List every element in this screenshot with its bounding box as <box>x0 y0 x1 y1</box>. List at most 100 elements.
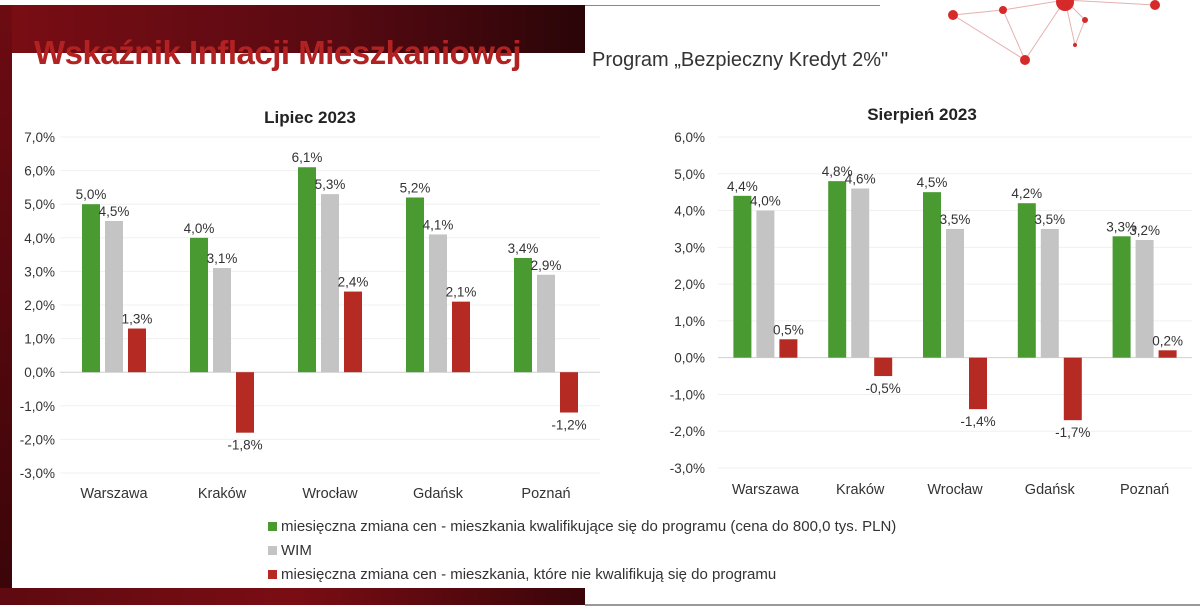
y-tick-label: 2,0% <box>24 298 55 313</box>
bar-qualifying <box>514 257 532 373</box>
data-label: 4,2% <box>1011 186 1042 201</box>
legend-item-qualifying: miesięczna zmiana cen - mieszkania kwali… <box>268 514 896 538</box>
bar-non-qualifying <box>969 357 987 410</box>
chart-title: Lipiec 2023 <box>264 108 356 127</box>
bar-non-qualifying <box>1063 357 1082 421</box>
data-label: -1,2% <box>551 418 586 433</box>
bar-qualifying <box>923 192 941 358</box>
data-label: 4,4% <box>727 179 758 194</box>
data-label: 5,3% <box>315 177 346 192</box>
bar-wim <box>1040 228 1059 358</box>
frame-left-band <box>0 5 12 605</box>
legend-label: miesięczna zmiana cen - mieszkania, któr… <box>281 565 777 583</box>
data-label: 4,5% <box>99 204 130 219</box>
data-label: 2,4% <box>338 275 369 290</box>
data-label: 4,5% <box>917 175 948 190</box>
y-tick-label: 0,0% <box>24 365 55 380</box>
data-label: 0,2% <box>1152 333 1183 348</box>
legend-item-non-qualifying: miesięczna zmiana cen - mieszkania, któr… <box>268 562 896 586</box>
bar-wim <box>851 188 870 358</box>
divider <box>585 5 880 6</box>
x-tick-label: Wrocław <box>927 482 983 498</box>
y-tick-label: 5,0% <box>24 197 55 212</box>
y-tick-label: -1,0% <box>20 399 55 414</box>
y-tick-label: 4,0% <box>24 231 55 246</box>
bar-non-qualifying <box>452 301 470 373</box>
data-label: 3,3% <box>1106 219 1137 234</box>
y-tick-label: 4,0% <box>674 204 705 219</box>
data-label: 4,0% <box>184 221 215 236</box>
bar-qualifying <box>828 181 847 358</box>
y-tick-label: -2,0% <box>670 424 705 439</box>
y-tick-label: 0,0% <box>674 351 705 366</box>
data-label: 4,8% <box>822 164 853 179</box>
y-tick-label: 7,0% <box>24 130 55 145</box>
bar-qualifying <box>190 237 208 373</box>
data-label: 4,1% <box>423 217 454 232</box>
network-decoration-icon <box>948 0 1160 65</box>
y-tick-label: 6,0% <box>674 130 705 145</box>
data-label: 3,2% <box>1129 223 1160 238</box>
bar-qualifying <box>298 167 316 373</box>
data-label: 2,1% <box>446 285 477 300</box>
bar-non-qualifying <box>128 328 146 373</box>
legend: miesięczna zmiana cen - mieszkania kwali… <box>268 514 896 586</box>
data-label: 1,3% <box>122 312 153 327</box>
bar-non-qualifying <box>560 372 578 413</box>
data-label: 3,4% <box>508 241 539 256</box>
page-title: Wskaźnik Inflacji Mieszkaniowej <box>34 34 522 71</box>
y-tick-label: -3,0% <box>20 466 55 481</box>
bar-non-qualifying <box>779 339 798 358</box>
chart-title: Sierpień 2023 <box>867 105 977 124</box>
x-tick-label: Kraków <box>836 482 885 498</box>
data-label: 3,5% <box>940 212 971 227</box>
data-label: -1,7% <box>1055 425 1090 440</box>
y-tick-label: 2,0% <box>674 277 705 292</box>
bar-wim <box>213 268 231 373</box>
bar-non-qualifying <box>1158 350 1177 358</box>
x-tick-label: Wrocław <box>302 486 358 502</box>
legend-swatch <box>268 545 277 555</box>
bar-qualifying <box>82 204 100 373</box>
legend-label: miesięczna zmiana cen - mieszkania kwali… <box>281 517 897 535</box>
y-tick-label: 5,0% <box>674 167 705 182</box>
data-label: 3,5% <box>1034 212 1065 227</box>
legend-swatch <box>268 521 277 531</box>
bar-non-qualifying <box>344 291 362 373</box>
bar-wim <box>1135 239 1154 358</box>
bar-wim <box>537 274 555 373</box>
data-label: 0,5% <box>773 322 804 337</box>
bar-wim <box>946 228 964 358</box>
x-tick-label: Poznań <box>1120 482 1169 498</box>
data-label: 2,9% <box>531 258 562 273</box>
y-tick-label: 3,0% <box>24 264 55 279</box>
bar-qualifying <box>1017 203 1036 358</box>
legend-label: WIM <box>281 541 312 559</box>
bar-wim <box>429 234 447 373</box>
page-subtitle: Program „Bezpieczny Kredyt 2%" <box>592 49 889 71</box>
x-tick-label: Kraków <box>198 486 247 502</box>
x-tick-label: Warszawa <box>732 482 800 498</box>
frame-bottom-band <box>0 588 585 605</box>
y-tick-label: 1,0% <box>24 332 55 347</box>
data-label: -1,8% <box>227 438 262 453</box>
frame-top-band <box>0 5 585 53</box>
y-tick-label: -2,0% <box>20 432 55 447</box>
bar-wim <box>321 194 339 373</box>
bar-qualifying <box>1112 236 1131 358</box>
bar-non-qualifying <box>874 357 893 377</box>
data-label: 3,1% <box>207 251 238 266</box>
data-label: 5,2% <box>400 180 431 195</box>
data-label: 6,1% <box>292 150 323 165</box>
data-label: 4,6% <box>845 171 876 186</box>
data-label: -1,4% <box>960 414 995 429</box>
data-label: 5,0% <box>76 187 107 202</box>
data-label: 4,0% <box>750 194 781 209</box>
y-tick-label: -1,0% <box>670 387 705 402</box>
legend-swatch <box>268 569 277 579</box>
bar-non-qualifying <box>236 372 254 433</box>
y-tick-label: 1,0% <box>674 314 705 329</box>
x-tick-label: Gdańsk <box>1025 482 1076 498</box>
bar-qualifying <box>733 195 752 358</box>
